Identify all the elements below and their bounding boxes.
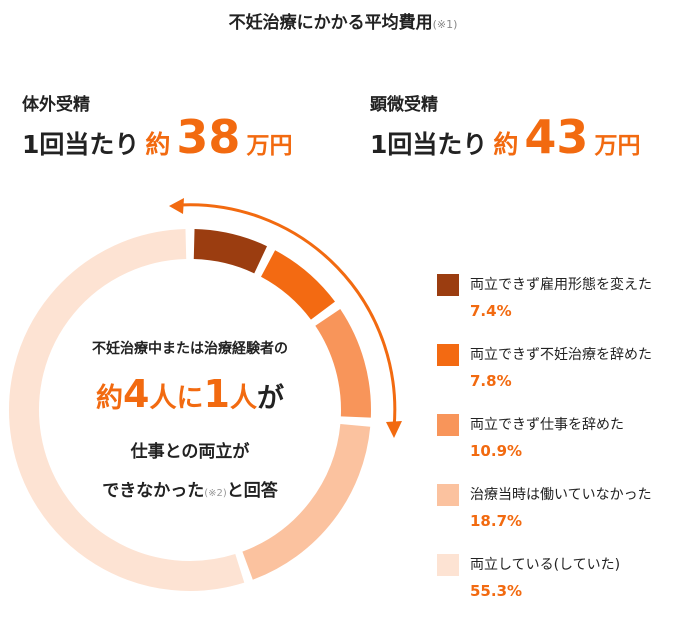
legend-swatch bbox=[437, 554, 459, 576]
center-line: 不妊治療中または治療経験者の bbox=[92, 341, 288, 357]
legend-swatch bbox=[437, 484, 459, 506]
donut-segment bbox=[260, 250, 335, 320]
center-num: 4 bbox=[123, 372, 150, 416]
legend-label: 両立している(していた) bbox=[470, 557, 621, 573]
center-text-part: 人 bbox=[229, 383, 257, 414]
center-line: 仕事との両立が bbox=[130, 442, 250, 462]
legend-swatch bbox=[437, 414, 459, 436]
cost-prefix: 1回当たり bbox=[370, 130, 488, 159]
cost-approx: 約 bbox=[493, 130, 519, 159]
legend-value: 55.3% bbox=[470, 582, 523, 600]
center-num: 1 bbox=[203, 372, 230, 416]
center-approx: 約 bbox=[96, 383, 124, 414]
legend-value: 7.8% bbox=[470, 372, 512, 390]
donut-segment bbox=[315, 309, 371, 418]
cost-prefix: 1回当たり bbox=[22, 130, 140, 159]
legend-label: 両立できず不妊治療を辞めた bbox=[470, 347, 652, 363]
title: 不妊治療にかかる平均費用 bbox=[228, 13, 433, 33]
cost-unit: 万円 bbox=[246, 133, 293, 159]
legend-swatch bbox=[437, 274, 459, 296]
legend-value: 18.7% bbox=[470, 512, 523, 530]
center-text: 不妊治療中または治療経験者の 約4人に1人が 仕事との両立が できなかった(※2… bbox=[50, 338, 330, 501]
center-line: 約4人に1人が bbox=[50, 372, 330, 421]
range-arrow bbox=[178, 203, 397, 429]
cost-unit: 万円 bbox=[594, 133, 641, 159]
center-line: できなかった(※2)と回答 bbox=[50, 476, 330, 501]
cost-label: 顕微受精 bbox=[370, 95, 438, 115]
legend-label: 治療当時は働いていなかった bbox=[470, 487, 652, 503]
arrow-head bbox=[169, 198, 184, 214]
cost-amount: 43 bbox=[524, 110, 589, 164]
donut-segment bbox=[9, 229, 245, 591]
center-note: (※2) bbox=[204, 488, 227, 499]
donut-segment bbox=[242, 423, 371, 580]
center-text-part: できなかった bbox=[102, 481, 205, 501]
legend-label: 両立できず仕事を辞めた bbox=[470, 417, 624, 433]
cost-approx: 約 bbox=[145, 130, 171, 159]
center-text-part: が bbox=[256, 383, 284, 414]
legend-value: 10.9% bbox=[470, 442, 523, 460]
center-text-part: と回答 bbox=[226, 481, 278, 501]
cost-amount: 38 bbox=[176, 110, 241, 164]
cost-row: 1回当たり約 43 万円 bbox=[370, 112, 640, 171]
cost-row: 1回当たり約 38 万円 bbox=[22, 112, 292, 171]
center-text-part: 人に bbox=[149, 383, 204, 414]
cost-label: 体外受精 bbox=[22, 95, 90, 115]
title-block: 不妊治療にかかる平均費用(※1) bbox=[0, 8, 686, 33]
donut-segment bbox=[193, 229, 268, 274]
arrow-head bbox=[386, 421, 402, 438]
legend-swatch bbox=[437, 344, 459, 366]
legend-label: 両立できず雇用形態を変えた bbox=[470, 277, 652, 293]
legend-value: 7.4% bbox=[470, 302, 512, 320]
title-note: (※1) bbox=[432, 18, 458, 31]
